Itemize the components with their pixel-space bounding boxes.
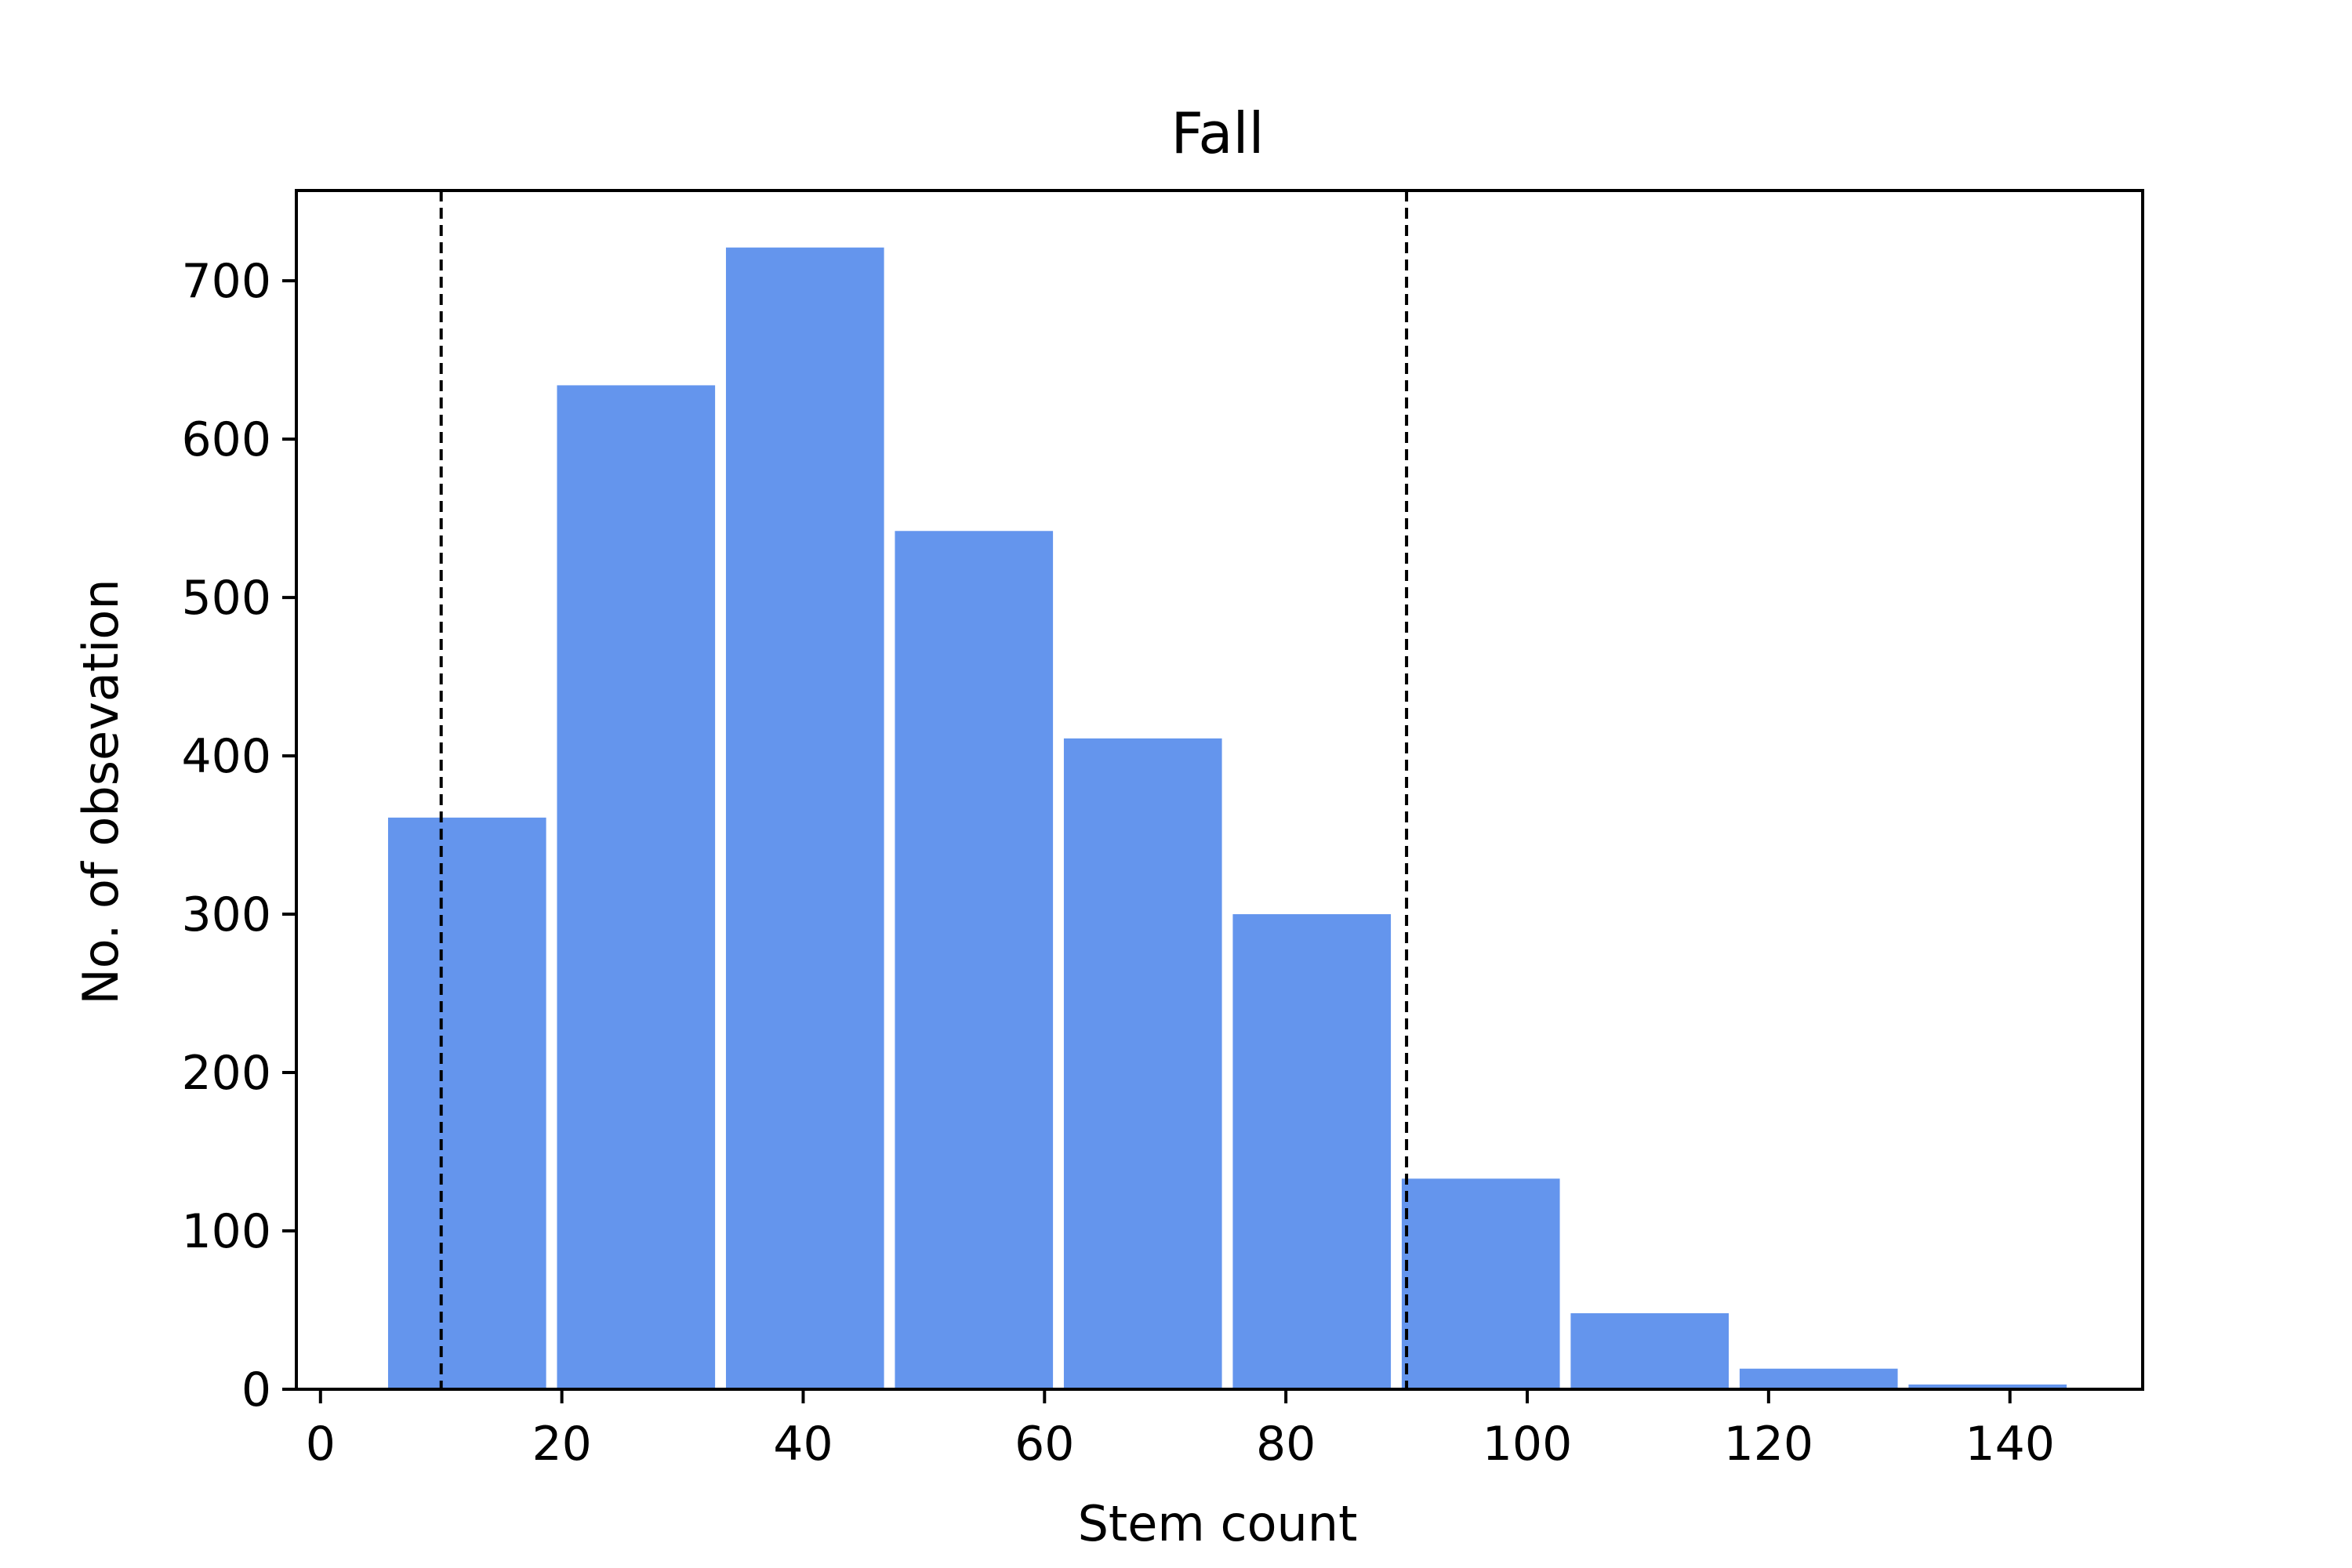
histogram-bar-8 (1570, 1313, 1730, 1389)
bars-group (387, 247, 2067, 1389)
x-axis-ticks: 0 20 40 60 80 100 120 140 (306, 1389, 2055, 1472)
x-tick-label: 80 (1256, 1417, 1316, 1472)
histogram-bar-9 (1739, 1368, 1898, 1389)
y-tick-label: 600 (181, 412, 271, 467)
x-axis-label: Stem count (1078, 1495, 1358, 1552)
histogram-bar-7 (1401, 1178, 1560, 1389)
y-tick-label: 200 (181, 1046, 271, 1101)
x-tick-label: 100 (1483, 1417, 1573, 1472)
y-tick-label: 100 (181, 1204, 271, 1259)
x-tick-label: 120 (1724, 1417, 1814, 1472)
chart-title: Fall (1171, 100, 1265, 166)
x-tick-label: 20 (532, 1417, 591, 1472)
y-tick-label: 400 (181, 729, 271, 784)
x-tick-label: 40 (773, 1417, 833, 1472)
y-tick-label: 0 (241, 1363, 271, 1417)
x-tick-label: 140 (1965, 1417, 2055, 1472)
histogram-bar-2 (557, 385, 716, 1389)
reference-lines-group (439, 191, 1409, 1389)
y-axis-ticks: 0 100 200 300 400 500 600 700 (181, 254, 296, 1417)
histogram-bar-6 (1232, 914, 1392, 1389)
histogram-bar-5 (1063, 738, 1222, 1389)
plot-frame (295, 189, 2144, 1391)
y-tick-label: 500 (181, 571, 271, 626)
histogram-bar-10 (1908, 1384, 2067, 1389)
histogram-bar-1 (387, 817, 546, 1389)
histogram-bar-4 (895, 531, 1054, 1389)
y-axis-label: No. of obsevation (72, 579, 129, 1004)
y-tick-label: 300 (181, 887, 271, 942)
histogram-bar-3 (725, 247, 884, 1389)
y-tick-label: 700 (181, 254, 271, 309)
x-tick-label: 0 (306, 1417, 336, 1472)
x-tick-label: 60 (1014, 1417, 1074, 1472)
